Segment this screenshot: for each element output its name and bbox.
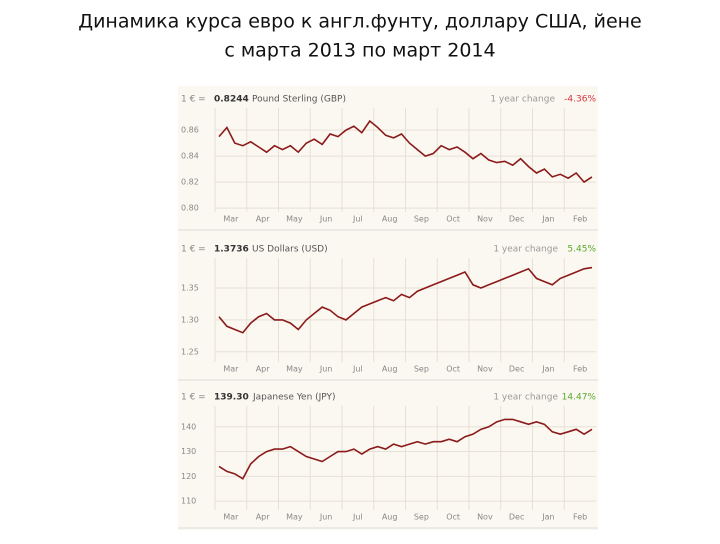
x-tick-label: Jan [541,513,554,522]
change-label: 1 year change [490,95,555,105]
x-tick-label: Apr [256,513,271,522]
prefix: 1 € = [181,393,206,403]
x-tick-label: Jun [319,513,333,522]
y-tick-label: 130 [181,447,196,456]
x-tick-label: Jul [352,365,363,374]
x-tick-label: Dec [509,215,524,224]
y-tick-label: 140 [181,422,196,431]
currency: Pound Sterling (GBP) [252,95,346,105]
currency: Japanese Yen (JPY) [252,393,336,403]
prefix: 1 € = [181,245,206,255]
x-tick-label: Feb [573,215,587,224]
x-tick-label: Apr [256,365,271,374]
x-tick-label: Apr [256,215,271,224]
x-tick-label: Mar [223,215,239,224]
prefix: 1 € = [181,95,206,105]
x-tick-label: Feb [573,365,587,374]
x-tick-label: Dec [509,365,524,374]
current-rate: 1.3736 [214,245,249,255]
x-tick-label: Jan [541,365,554,374]
x-tick-label: Nov [477,513,493,522]
line [218,266,593,334]
slide-title: Динамика курса евро к англ.фунту, доллар… [78,11,642,33]
x-tick-label: Mar [223,513,239,522]
chart-panel [178,86,598,530]
x-tick-label: Mar [223,365,239,374]
x-tick-label: Jun [319,365,333,374]
x-tick-label: Sep [414,215,429,224]
change-label: 1 year change [493,393,558,403]
y-tick-label: 0.80 [181,204,199,213]
x-tick-label: Sep [414,513,429,522]
line [218,119,593,184]
x-tick-label: Aug [382,365,398,374]
line [218,418,593,480]
y-tick-label: 1.25 [181,347,199,356]
x-tick-label: Dec [509,513,524,522]
x-tick-label: Sep [414,365,429,374]
x-tick-label: Nov [477,215,493,224]
y-tick-label: 120 [181,472,196,481]
x-tick-label: May [286,215,303,224]
y-tick-label: 0.82 [181,178,199,187]
x-tick-label: Aug [382,215,398,224]
currency: US Dollars (USD) [252,245,328,255]
current-rate: 139.30 [214,393,249,403]
y-tick-label: 0.84 [181,152,199,161]
change: 5.45% [567,245,596,255]
change-label: 1 year change [493,245,558,255]
change: -4.36% [564,95,596,105]
x-tick-label: Aug [382,513,398,522]
y-tick-label: 0.86 [181,126,199,135]
y-tick-label: 1.30 [181,315,199,324]
x-tick-label: May [286,513,303,522]
x-tick-label: May [286,365,303,374]
current-rate: 0.8244 [214,95,249,105]
x-tick-label: Jun [319,215,333,224]
x-tick-label: Jul [352,215,363,224]
change: 14.47% [562,393,597,403]
x-tick-label: Oct [446,513,460,522]
y-tick-label: 110 [181,497,196,506]
x-tick-label: Oct [446,215,460,224]
x-tick-label: Jul [352,513,363,522]
x-tick-label: Oct [446,365,460,374]
x-tick-label: Nov [477,365,493,374]
x-tick-label: Jan [541,215,554,224]
y-tick-label: 1.35 [181,283,199,292]
slide-subtitle: с марта 2013 по март 2014 [224,40,495,62]
x-tick-label: Feb [573,513,587,522]
